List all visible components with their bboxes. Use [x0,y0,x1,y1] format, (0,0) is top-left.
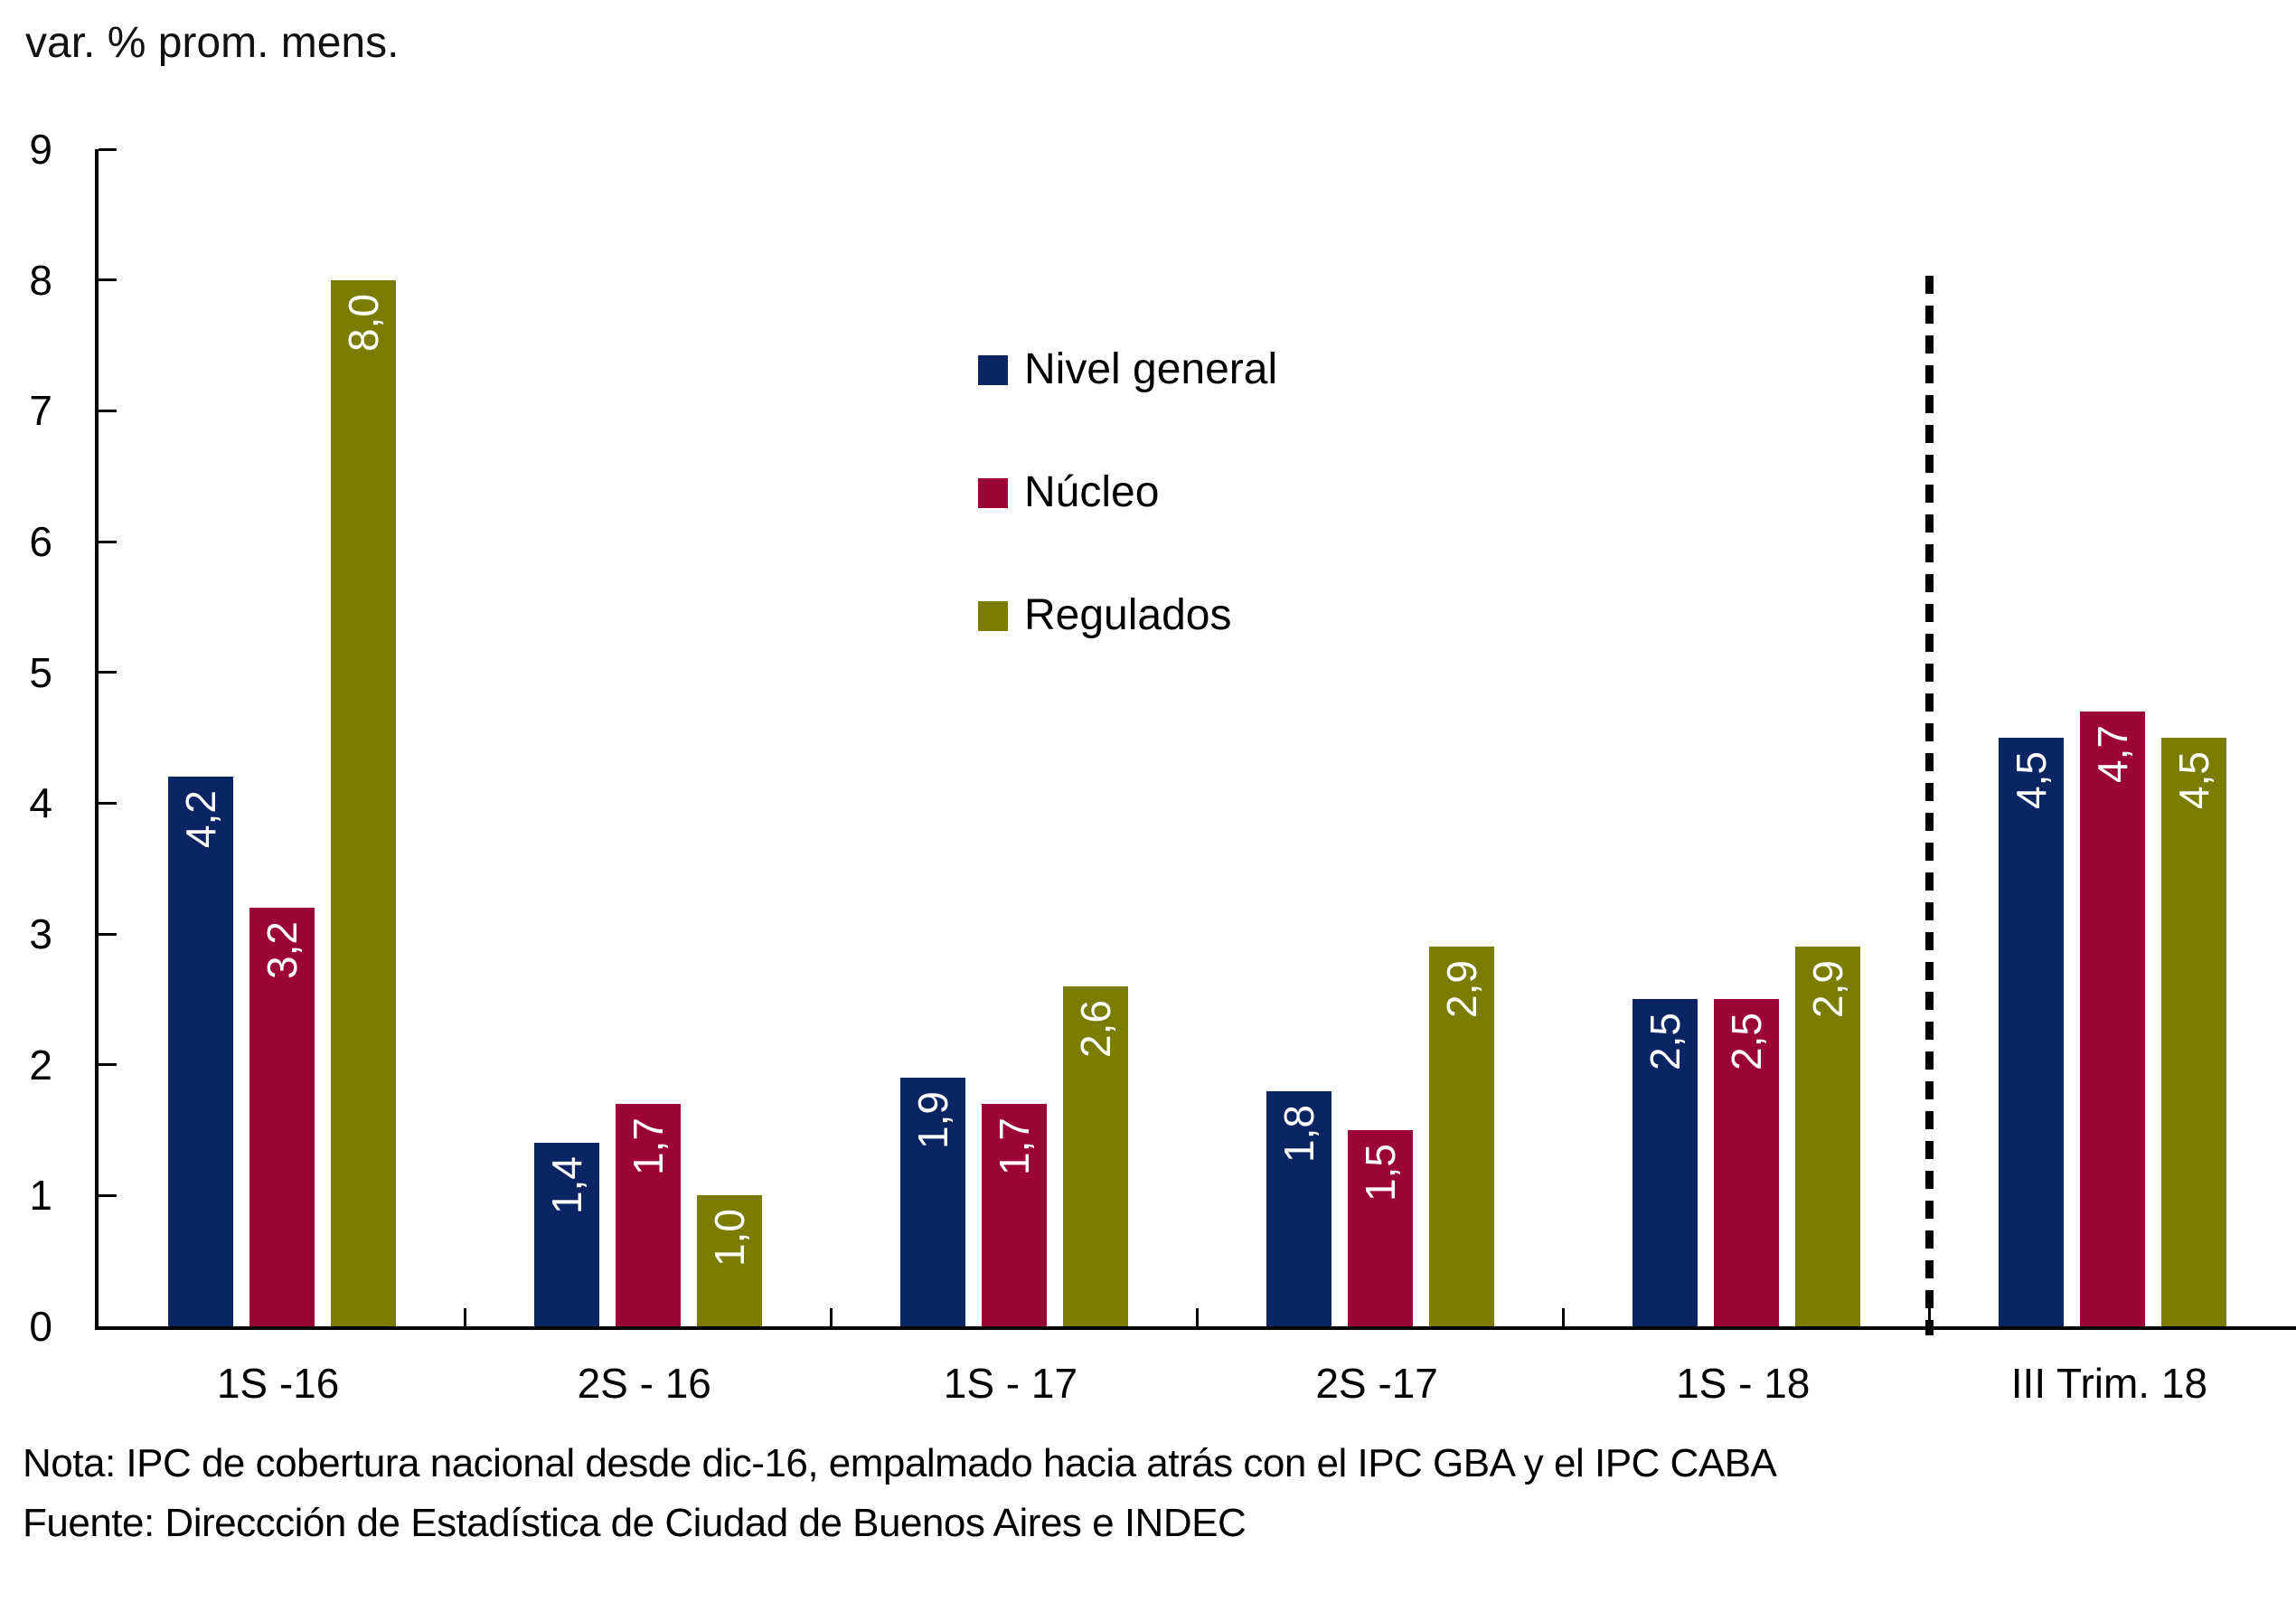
x-category-label-1s-16: 1S -16 [216,1360,340,1407]
bar-value-label: 2,6 [1071,999,1119,1058]
y-tick-label: 7 [29,387,52,435]
y-tick [99,1193,117,1197]
y-tick-label: 8 [29,256,52,304]
chart-title: var. % prom. mens. [25,19,400,67]
bar-nucleo-2s-16: 1,7 [615,1104,681,1326]
bar-value-label: 2,9 [1804,960,1852,1019]
y-tick-label: 6 [29,518,52,565]
bar-value-label: 4,7 [2089,725,2137,784]
legend-label: Nivel general [1024,345,1278,393]
bar-value-label: 4,5 [2008,751,2056,809]
bar-value-label: 2,5 [1642,1013,1689,1071]
y-tick-label: 2 [29,1041,52,1089]
y-tick [99,1063,117,1067]
bar-regulados-1s-17: 2,6 [1062,985,1128,1326]
bar-value-label: 1,4 [542,1156,590,1215]
y-axis-labels: 0 1 2 3 4 5 6 7 8 9 [0,128,52,1347]
bar-nivel-general-1s-18: 2,5 [1633,999,1698,1326]
bar-nucleo-1s-18: 2,5 [1714,999,1780,1326]
bar-value-label: 1,9 [908,1091,956,1150]
bar-value-label: 1,8 [1275,1104,1323,1163]
source-line: Fuente: Direccción de Estadística de Ciu… [23,1501,1247,1545]
x-category-label-1s-17: 1S - 17 [943,1360,1078,1407]
y-tick [99,409,117,412]
bar-value-label: 1,0 [705,1209,753,1268]
legend-label: Regulados [1024,591,1232,639]
bar-nucleo-1s-17: 1,7 [981,1104,1047,1326]
legend-item-regulados: Regulados [978,592,1277,639]
note-line: Nota: IPC de cobertura nacional desde di… [23,1441,1777,1485]
bar-nivel-general-iii-trim-18: 4,5 [1999,738,2065,1326]
y-tick-label: 5 [29,648,52,696]
bar-nivel-general-2s-16: 1,4 [533,1143,599,1326]
x-category-label-2s-16: 2S - 16 [577,1360,711,1407]
x-tick [829,1308,833,1326]
plot-area: 4,2 3,2 8,0 1,4 1,7 1,0 1,9 1,7 2,6 1,8 1,5 2,9 2,5 2… [95,147,2296,1335]
y-tick [99,932,117,936]
y-tick [99,278,117,282]
bar-value-label: 2,5 [1723,1013,1771,1071]
bar-regulados-1s-16: 8,0 [330,279,396,1326]
bar-regulados-2s-16: 1,0 [696,1195,762,1326]
bar-regulados-iii-trim-18: 4,5 [2161,738,2227,1326]
bar-regulados-1s-18: 2,9 [1795,947,1861,1326]
y-tick-label: 4 [29,779,52,827]
bar-value-label: 1,7 [624,1117,672,1176]
y-tick-label: 3 [29,910,52,957]
legend: Nivel general Núcleo Regulados [978,346,1277,639]
bar-value-label: 8,0 [339,293,387,352]
legend-swatch-nucleo [978,477,1008,508]
bar-value-label: 1,5 [1357,1144,1405,1202]
x-tick [1928,1308,1932,1326]
bar-nivel-general-2s-17: 1,8 [1266,1090,1332,1326]
y-tick [99,801,117,805]
bar-nucleo-iii-trim-18: 4,7 [2080,712,2146,1326]
bar-value-label: 1,7 [990,1117,1038,1176]
x-tick [463,1308,466,1326]
y-tick-label: 1 [29,1172,52,1220]
bar-value-label: 3,2 [258,921,306,980]
bar-nivel-general-1s-17: 1,9 [899,1078,965,1326]
bar-regulados-2s-17: 2,9 [1429,947,1495,1326]
footnotes: Nota: IPC de cobertura nacional desde di… [23,1434,1777,1553]
x-category-label-1s-18: 1S - 18 [1676,1360,1811,1407]
period-separator-dashed-line [1925,276,1934,1335]
bar-nucleo-2s-17: 1,5 [1348,1130,1414,1326]
bar-value-label: 4,2 [176,790,224,849]
y-tick-label: 9 [29,126,52,173]
y-tick [99,540,117,543]
legend-item-nucleo: Núcleo [978,469,1277,516]
x-axis-labels: 1S -16 2S - 16 1S - 17 2S -17 1S - 18 III Tri… [95,1356,2292,1419]
legend-swatch-regulados [978,600,1008,631]
bar-nivel-general-1s-16: 4,2 [167,777,233,1326]
bar-value-label: 2,9 [1438,960,1486,1019]
x-tick [1562,1308,1566,1326]
y-tick [99,147,117,151]
x-tick [1196,1308,1199,1326]
legend-swatch-nivel-general [978,354,1008,385]
y-tick-label: 0 [29,1303,52,1350]
x-category-label-iii-trim-18: III Trim. 18 [2010,1360,2208,1407]
x-category-label-2s-17: 2S -17 [1315,1360,1438,1407]
bar-nucleo-1s-16: 3,2 [249,908,315,1326]
legend-item-nivel-general: Nivel general [978,346,1277,393]
legend-label: Núcleo [1024,468,1160,516]
bar-value-label: 4,5 [2170,751,2218,809]
y-tick [99,671,117,674]
